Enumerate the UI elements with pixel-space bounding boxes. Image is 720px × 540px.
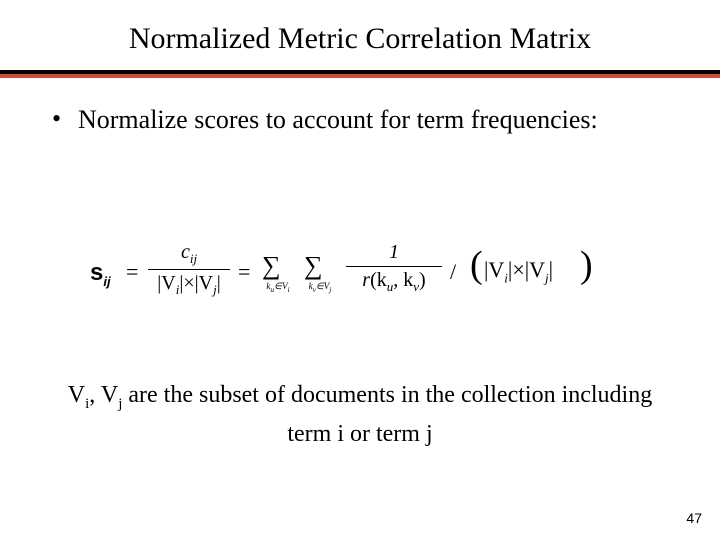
slide-title: Normalized Metric Correlation Matrix bbox=[0, 0, 720, 70]
sum1-subscript: ku∈Vi bbox=[258, 281, 298, 294]
formula-frac2: 1 r(ku, kv) bbox=[346, 241, 442, 295]
paren-open: ( bbox=[470, 243, 483, 287]
formula-equals-2: = bbox=[238, 259, 250, 285]
sum-symbol-2: ∑ bbox=[304, 251, 323, 281]
page-number: 47 bbox=[686, 510, 702, 526]
frac1-denominator: |Vi|×|Vj| bbox=[148, 272, 230, 298]
caption: Vi, Vj are the subset of documents in th… bbox=[62, 380, 658, 449]
sum-symbol-1: ∑ bbox=[262, 251, 281, 281]
formula-divide: / bbox=[450, 259, 456, 285]
bullet-text: Normalize scores to account for term fre… bbox=[78, 104, 598, 136]
frac2-numerator: 1 bbox=[346, 241, 442, 264]
paren-content: |Vi|×|Vj| bbox=[484, 257, 553, 286]
formula-lhs: sij bbox=[90, 259, 111, 289]
formula: sij = cij |Vi|×|Vj| = ∑ ku∈Vi ∑ kv∈Vj 1 … bbox=[90, 235, 650, 315]
frac2-denominator: r(ku, kv) bbox=[346, 269, 442, 295]
frac2-bar bbox=[346, 266, 442, 267]
frac1-bar bbox=[148, 269, 230, 270]
formula-frac1: cij |Vi|×|Vj| bbox=[148, 241, 230, 298]
frac1-numerator: cij bbox=[148, 241, 230, 267]
paren-close: ) bbox=[580, 243, 593, 287]
formula-equals-1: = bbox=[126, 259, 138, 285]
sum2-subscript: kv∈Vj bbox=[300, 281, 340, 294]
bullet-item: • Normalize scores to account for term f… bbox=[0, 78, 720, 136]
bullet-marker: • bbox=[52, 104, 78, 136]
